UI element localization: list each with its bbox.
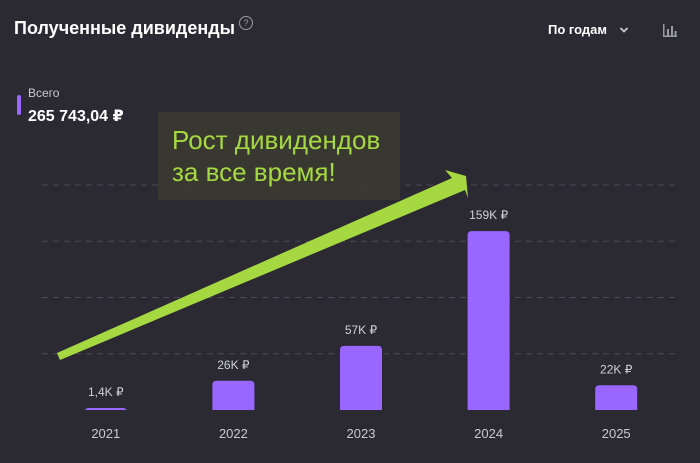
annotation-text: Рост дивидендов за все время!: [172, 125, 381, 187]
bar: [595, 385, 638, 410]
bar-value-label: 22K ₽: [600, 362, 633, 376]
total-series-marker: [17, 95, 21, 115]
x-tick-label: 2021: [91, 426, 120, 441]
bar: [212, 380, 255, 410]
bar-value-label: 26K ₽: [217, 358, 250, 372]
bar-chart-icon[interactable]: [662, 22, 678, 38]
growth-arrow: [57, 170, 468, 360]
bar-value-label: 1,4K ₽: [88, 385, 124, 399]
bar-value-label: 159K ₽: [469, 208, 508, 222]
period-select-label: По годам: [548, 22, 608, 37]
help-icon[interactable]: ?: [239, 15, 254, 30]
bar-value-label: 57K ₽: [345, 323, 378, 337]
bar: [467, 231, 510, 410]
chevron-down-icon: [619, 26, 629, 33]
annotation-box: [158, 112, 400, 200]
page-title-text: Полученные дивиденды: [14, 18, 236, 38]
total-label: Всего: [28, 86, 60, 100]
x-tick-label: 2025: [602, 426, 631, 441]
x-tick-label: 2022: [219, 426, 248, 441]
x-tick-label: 2023: [347, 426, 376, 441]
period-select[interactable]: По годам: [548, 22, 629, 37]
total-value: 265 743,04 ₽: [28, 108, 124, 125]
page-title: Полученные дивиденды ?: [14, 15, 254, 39]
bar: [340, 345, 382, 410]
x-tick-label: 2024: [474, 426, 503, 441]
bar: [84, 408, 127, 412]
